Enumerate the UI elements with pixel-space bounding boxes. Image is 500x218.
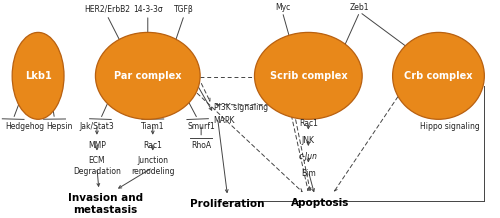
Text: MMP: MMP [88, 141, 106, 150]
Ellipse shape [392, 32, 484, 119]
Text: c-Jun: c-Jun [299, 152, 318, 161]
Ellipse shape [96, 32, 200, 119]
Text: TGFβ: TGFβ [174, 5, 194, 14]
Text: Jak/Stat3: Jak/Stat3 [80, 122, 114, 131]
Text: Hepsin: Hepsin [46, 122, 72, 131]
Text: MAPK: MAPK [214, 116, 235, 125]
Text: Apoptosis: Apoptosis [290, 198, 349, 208]
Text: JNK: JNK [302, 136, 315, 145]
Ellipse shape [12, 32, 64, 119]
Text: Crb complex: Crb complex [404, 71, 472, 81]
Text: Smurf1: Smurf1 [188, 122, 215, 131]
Text: Hedgehog: Hedgehog [6, 122, 45, 131]
Text: 14-3-3σ: 14-3-3σ [133, 5, 162, 14]
Text: Rac1: Rac1 [144, 141, 162, 150]
Text: Invasion and
metastasis: Invasion and metastasis [68, 193, 143, 215]
Text: Rac1: Rac1 [299, 119, 318, 128]
Text: HER2/ErbB2: HER2/ErbB2 [84, 5, 130, 14]
Text: Hippo signaling: Hippo signaling [420, 122, 480, 131]
Text: Bim: Bim [301, 169, 316, 177]
Text: Zeb1: Zeb1 [350, 3, 370, 12]
Text: Myc: Myc [275, 3, 290, 12]
Text: Proliferation: Proliferation [190, 199, 265, 209]
Text: ECM
Degradation: ECM Degradation [73, 156, 121, 175]
Text: Par complex: Par complex [114, 71, 182, 81]
Text: PI3K signaling: PI3K signaling [214, 103, 268, 112]
Text: RhoA: RhoA [191, 141, 211, 150]
Text: Lkb1: Lkb1 [24, 71, 52, 81]
Text: Tiam1: Tiam1 [141, 122, 165, 131]
Text: Junction
remodeling: Junction remodeling [131, 156, 174, 175]
Text: Scrib complex: Scrib complex [270, 71, 347, 81]
Ellipse shape [254, 32, 362, 119]
